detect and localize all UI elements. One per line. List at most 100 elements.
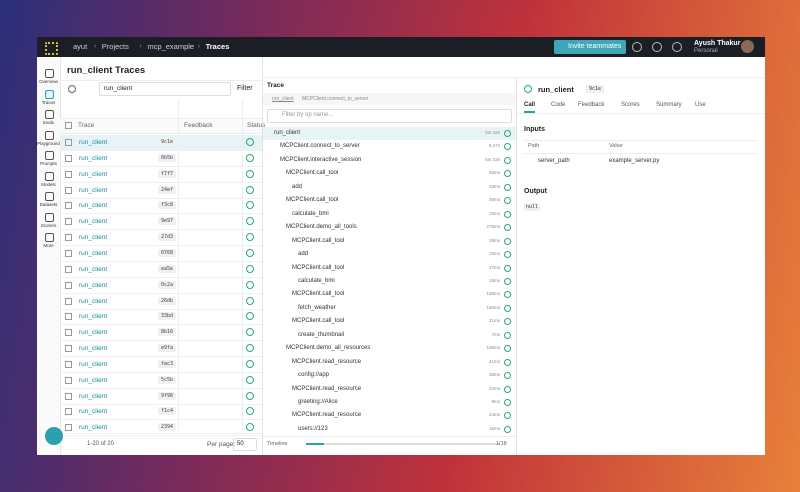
trace-row[interactable]: run_client 0b5b xyxy=(60,151,262,167)
trace-name[interactable]: run_client xyxy=(79,154,108,162)
trace-row[interactable]: run_client ea5e xyxy=(60,262,262,278)
trace-name[interactable]: run_client xyxy=(79,186,108,194)
trace-name[interactable]: run_client xyxy=(79,360,108,368)
trace-node[interactable]: MCPClient.call_tool 65ms xyxy=(263,167,516,180)
op-filter[interactable]: Filter by op name... xyxy=(267,109,512,123)
filter-button[interactable]: Filter xyxy=(237,85,253,92)
checkbox[interactable] xyxy=(65,313,72,321)
invite-button[interactable]: Invite teammates xyxy=(554,40,626,54)
checkbox[interactable] xyxy=(65,392,72,400)
trace-row[interactable]: run_client fac3 xyxy=(60,357,262,373)
nav-icon[interactable] xyxy=(45,212,54,222)
breadcrumb-item[interactable]: mcp_example xyxy=(147,42,195,51)
trace-name[interactable]: run_client xyxy=(79,345,108,353)
icon[interactable] xyxy=(632,42,642,52)
checkbox[interactable] xyxy=(65,265,72,273)
tab[interactable]: Summary xyxy=(656,102,682,108)
trace-row[interactable]: run_client 0c2a xyxy=(60,278,262,294)
trace-name[interactable]: run_client xyxy=(79,297,108,305)
checkbox[interactable] xyxy=(65,139,72,146)
per-page-select[interactable]: 50 xyxy=(233,438,257,451)
refresh-icon[interactable] xyxy=(68,85,76,93)
trace-name[interactable]: run_client xyxy=(79,376,108,384)
trace-name[interactable]: run_client xyxy=(79,249,108,257)
checkbox[interactable] xyxy=(65,154,72,162)
tab[interactable]: Use xyxy=(695,102,706,108)
checkbox[interactable] xyxy=(65,408,72,416)
icon[interactable] xyxy=(672,42,682,52)
trace-node[interactable]: MCPClient.interactive_session 5m 33s xyxy=(263,154,516,167)
trace-node[interactable]: calculate_bmi 19ms xyxy=(263,208,516,221)
checkbox[interactable] xyxy=(65,234,72,242)
nav-icon[interactable] xyxy=(45,69,54,78)
trace-row[interactable]: run_client f1c4 xyxy=(60,404,262,421)
trace-node[interactable]: MCPClient.read_resource 41ms xyxy=(263,356,516,369)
icon[interactable] xyxy=(652,42,662,52)
trace-name[interactable]: run_client xyxy=(79,170,108,178)
checkbox[interactable] xyxy=(65,122,72,129)
nav-icon[interactable] xyxy=(45,171,54,181)
trace-row[interactable]: run_client 24ef xyxy=(60,183,262,199)
nav-label[interactable]: Datasets xyxy=(39,202,58,207)
crumb[interactable]: MCPClient.connect_to_server xyxy=(302,96,369,102)
trace-name[interactable]: run_client xyxy=(79,408,108,416)
trace-node[interactable]: MCPClient.call_tool 27ms xyxy=(263,262,516,275)
trace-row[interactable]: run_client 5c5b xyxy=(60,373,262,389)
breadcrumb-item[interactable]: ayut xyxy=(73,42,88,51)
chat-button[interactable] xyxy=(45,427,63,445)
trace-node[interactable]: MCPClient.demo_all_resources 105ms xyxy=(263,342,516,355)
trace-node[interactable]: MCPClient.call_tool 28ms xyxy=(263,235,516,248)
trace-node[interactable]: MCPClient.connect_to_server 6.47s xyxy=(263,140,516,153)
trace-row[interactable]: run_client f7f7 xyxy=(60,167,262,183)
trace-node[interactable]: MCPClient.read_resource 24ms xyxy=(263,409,516,422)
breadcrumb-item[interactable]: Projects xyxy=(101,42,129,51)
trace-name[interactable]: run_client xyxy=(79,424,108,432)
trace-node[interactable]: users://123 16ms xyxy=(263,423,516,436)
nav-icon[interactable] xyxy=(45,192,54,201)
trace-node[interactable]: add 19ms xyxy=(263,248,516,261)
trace-row[interactable]: run_client 26db xyxy=(60,294,262,310)
trace-name[interactable]: run_client xyxy=(79,313,108,321)
trace-name[interactable]: run_client xyxy=(79,392,108,400)
trace-node[interactable]: MCPClient.call_tool 38ms xyxy=(263,194,516,207)
nav-label[interactable]: Models xyxy=(41,181,56,187)
nav-icon[interactable] xyxy=(45,151,54,160)
nav-label[interactable]: More xyxy=(43,243,54,248)
nav-icon[interactable] xyxy=(45,89,54,99)
trace-node[interactable]: add 33ms xyxy=(263,181,516,194)
trace-name[interactable]: run_client xyxy=(79,139,108,146)
nav-icon[interactable] xyxy=(45,233,54,242)
trace-row[interactable]: run_client 2394 xyxy=(60,420,262,437)
trace-node[interactable]: run_client 5m 42s xyxy=(263,127,516,140)
trace-node[interactable]: MCPClient.read_resource 22ms xyxy=(263,383,516,396)
tab[interactable]: Feedback xyxy=(578,102,605,108)
trace-name[interactable]: run_client xyxy=(79,234,108,242)
trace-name[interactable]: run_client xyxy=(79,329,108,337)
trace-row[interactable]: run_client 9f98 xyxy=(60,389,262,405)
trace-row[interactable]: run_client f3c8 xyxy=(60,198,262,215)
tab[interactable]: Scores xyxy=(621,102,640,108)
checkbox[interactable] xyxy=(65,424,72,432)
checkbox[interactable] xyxy=(65,345,72,353)
checkbox[interactable] xyxy=(65,249,72,257)
nav-label[interactable]: Evals xyxy=(42,120,54,125)
trace-node[interactable]: MCPClient.call_tool 165ms xyxy=(263,288,516,301)
trace-node[interactable]: config://app 28ms xyxy=(263,369,516,382)
nav-icon[interactable] xyxy=(45,110,54,119)
nav-label[interactable]: Prompts xyxy=(40,161,57,166)
checkbox[interactable] xyxy=(65,360,72,368)
tab[interactable]: Code xyxy=(551,102,566,108)
nav-label[interactable]: Scorers xyxy=(40,222,57,228)
timeline-label[interactable]: Timeline xyxy=(267,441,288,447)
nav-label[interactable]: Traces xyxy=(41,99,56,105)
checkbox[interactable] xyxy=(65,329,72,337)
trace-node[interactable]: calculate_bmi 18ms xyxy=(263,275,516,288)
trace-name[interactable]: run_client xyxy=(79,202,108,210)
trace-row[interactable]: run_client e9fa xyxy=(60,341,262,358)
trace-node[interactable]: greeting://Alice 9ms xyxy=(263,396,516,409)
nav-label[interactable]: Overview xyxy=(39,79,58,84)
checkbox[interactable] xyxy=(65,281,72,289)
checkbox[interactable] xyxy=(65,170,72,178)
trace-row[interactable]: run_client 8b16 xyxy=(60,325,262,342)
nav-label[interactable]: Playground xyxy=(37,140,60,146)
